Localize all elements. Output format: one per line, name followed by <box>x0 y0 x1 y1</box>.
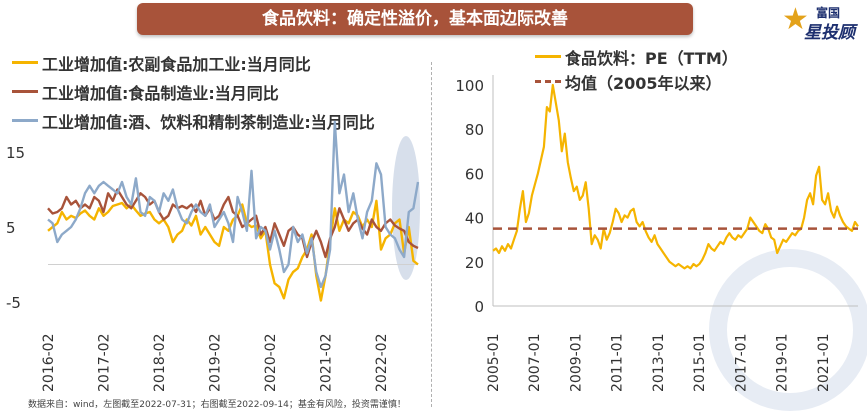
brand-logo: ★ 富国 星投顾 <box>782 2 862 44</box>
x-tick-label: 2022-02 <box>374 334 390 393</box>
x-tick-label: 2013-01 <box>651 334 667 393</box>
star-icon: ★ <box>782 2 809 37</box>
legend-item: 工业增加值:酒、饮料和精制茶制造业:当月同比 <box>12 106 375 135</box>
x-tick-label: 2009-01 <box>568 334 584 393</box>
series-line <box>47 120 420 289</box>
legend-label: 工业增加值:食品制造业:当月同比 <box>42 83 279 103</box>
y-tick-label: -5 <box>6 294 21 312</box>
legend-item: 均值（2005年以来） <box>535 69 738 94</box>
series-line <box>47 188 419 259</box>
y-tick-label: 15 <box>6 144 25 162</box>
y-tick-label: 100 <box>455 77 484 95</box>
right-chart-legend: 食品饮料：PE（TTM） 均值（2005年以来） <box>535 44 738 94</box>
x-tick-label: 2020-02 <box>263 334 279 393</box>
legend-swatch <box>12 90 38 93</box>
legend-label: 工业增加值:酒、饮料和精制茶制造业:当月同比 <box>42 112 375 132</box>
chart-divider <box>431 62 432 407</box>
x-tick-label: 2011-01 <box>610 334 626 393</box>
left-chart: 15 5 -5 2016-02 2017-02 2018-02 2019-02 2020-02… <box>6 120 420 393</box>
x-tick-label: 2017-01 <box>733 334 749 393</box>
legend-swatch <box>12 61 38 64</box>
y-tick-label: 80 <box>465 121 484 139</box>
x-tick-label: 2019-02 <box>208 334 224 393</box>
x-tick-label: 2007-01 <box>527 334 543 393</box>
y-tick-label: 60 <box>465 165 484 183</box>
x-tick-label: 2017-02 <box>97 334 113 393</box>
x-tick-label: 2018-02 <box>152 334 168 393</box>
x-tick-label: 2015-01 <box>692 334 708 393</box>
logo-line2: 星投顾 <box>804 23 855 43</box>
logo-line1: 富国 <box>816 6 841 20</box>
legend-item: 食品饮料：PE（TTM） <box>535 44 738 69</box>
y-tick-label: 5 <box>6 219 16 237</box>
legend-swatch <box>12 119 38 122</box>
legend-label: 工业增加值:农副食品加工业:当月同比 <box>42 54 311 74</box>
series-line <box>492 83 859 270</box>
footnote: 数据来自：wind，左图截至2022-07-31；右图截至2022-09-14；… <box>28 400 406 410</box>
watermark-circle <box>709 249 867 411</box>
x-tick-label: 2005-01 <box>486 334 502 393</box>
x-tick-label: 2019-01 <box>775 334 791 393</box>
x-tick-label: 2021-02 <box>319 334 335 393</box>
legend-swatch <box>535 80 561 83</box>
legend-swatch <box>535 55 561 58</box>
legend-label: 食品饮料：PE（TTM） <box>565 48 738 68</box>
legend-label: 均值（2005年以来） <box>565 73 722 93</box>
y-tick-label: 20 <box>465 254 484 272</box>
x-tick-label: 2016-02 <box>41 334 57 393</box>
y-tick-label: 0 <box>474 298 484 316</box>
x-tick-label: 2021-01 <box>816 334 832 393</box>
left-chart-legend: 工业增加值:农副食品加工业:当月同比 工业增加值:食品制造业:当月同比 工业增加… <box>12 48 375 135</box>
legend-item: 工业增加值:农副食品加工业:当月同比 <box>12 48 375 77</box>
y-tick-label: 40 <box>465 210 484 228</box>
banner-title: 食品饮料：确定性溢价，基本面边际改善 <box>137 3 693 35</box>
legend-item: 工业增加值:食品制造业:当月同比 <box>12 77 375 106</box>
